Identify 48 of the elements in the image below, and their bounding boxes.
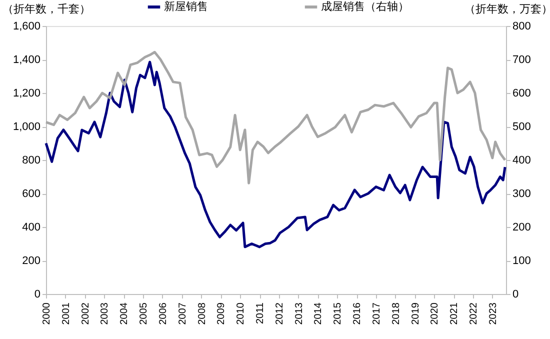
- x-tick-label: 2004: [119, 302, 130, 325]
- x-tick-label: 2001: [60, 302, 72, 325]
- y2-tick-label: 300: [512, 188, 531, 200]
- y-tick-label: 800: [22, 154, 40, 166]
- x-tick-label: 2019: [410, 302, 422, 325]
- y-tick-label: 600: [22, 188, 40, 200]
- y-tick-label: 1,600: [12, 20, 40, 32]
- y-tick-label: 1,400: [12, 54, 40, 66]
- x-tick-label: 2017: [371, 302, 382, 325]
- y2-axis-title: （折年数，万套）: [464, 4, 550, 16]
- legend-label: 新屋销售: [164, 0, 208, 13]
- x-tick-label: 2003: [100, 302, 111, 325]
- y2-tick-label: 0: [512, 288, 519, 300]
- x-tick-label: 2006: [158, 302, 169, 325]
- y2-tick-label: 600: [512, 88, 531, 100]
- x-tick-label: 2021: [449, 302, 460, 325]
- line-series: [44, 60, 506, 248]
- x-tick-label: 2009: [216, 302, 228, 325]
- y-tick-label: 0: [34, 288, 40, 300]
- y-tick-label: 1,000: [12, 121, 40, 133]
- line-series: [44, 50, 506, 184]
- x-tick-label: 2013: [294, 302, 305, 325]
- x-tick-label: 2015: [332, 302, 344, 325]
- legend-label: 成屋销售（右轴）: [321, 0, 409, 13]
- x-tick-label: 2010: [236, 302, 247, 325]
- x-tick-label: 2018: [390, 302, 402, 325]
- x-tick-label: 2005: [138, 302, 150, 325]
- y2-tick-label: 100: [512, 255, 531, 267]
- x-tick-label: 2000: [42, 302, 52, 325]
- y2-tick-label: 500: [512, 121, 531, 133]
- x-tick-label: 2008: [196, 302, 208, 325]
- x-tick-label: 2020: [430, 302, 441, 325]
- y2-tick-label: 800: [512, 20, 531, 32]
- y2-tick-label: 700: [512, 54, 531, 66]
- y-tick-label: 200: [22, 255, 40, 267]
- x-tick-label: 2012: [274, 302, 286, 325]
- y-axis-title: （折年数，千套）: [2, 2, 90, 16]
- y-tick-label: 400: [22, 222, 40, 234]
- x-tick-label: 2014: [313, 302, 324, 325]
- y2-tick-label: 200: [512, 222, 531, 234]
- x-tick-label: 2002: [80, 302, 92, 325]
- x-tick-label: 2007: [177, 302, 188, 325]
- y-tick-label: 1,200: [12, 88, 40, 100]
- y2-tick-label: 400: [512, 154, 531, 166]
- x-tick-label: 2011: [255, 302, 266, 324]
- x-tick-label: 2022: [468, 302, 480, 325]
- x-tick-label: 2023: [488, 302, 499, 325]
- x-tick-label: 2016: [352, 302, 364, 325]
